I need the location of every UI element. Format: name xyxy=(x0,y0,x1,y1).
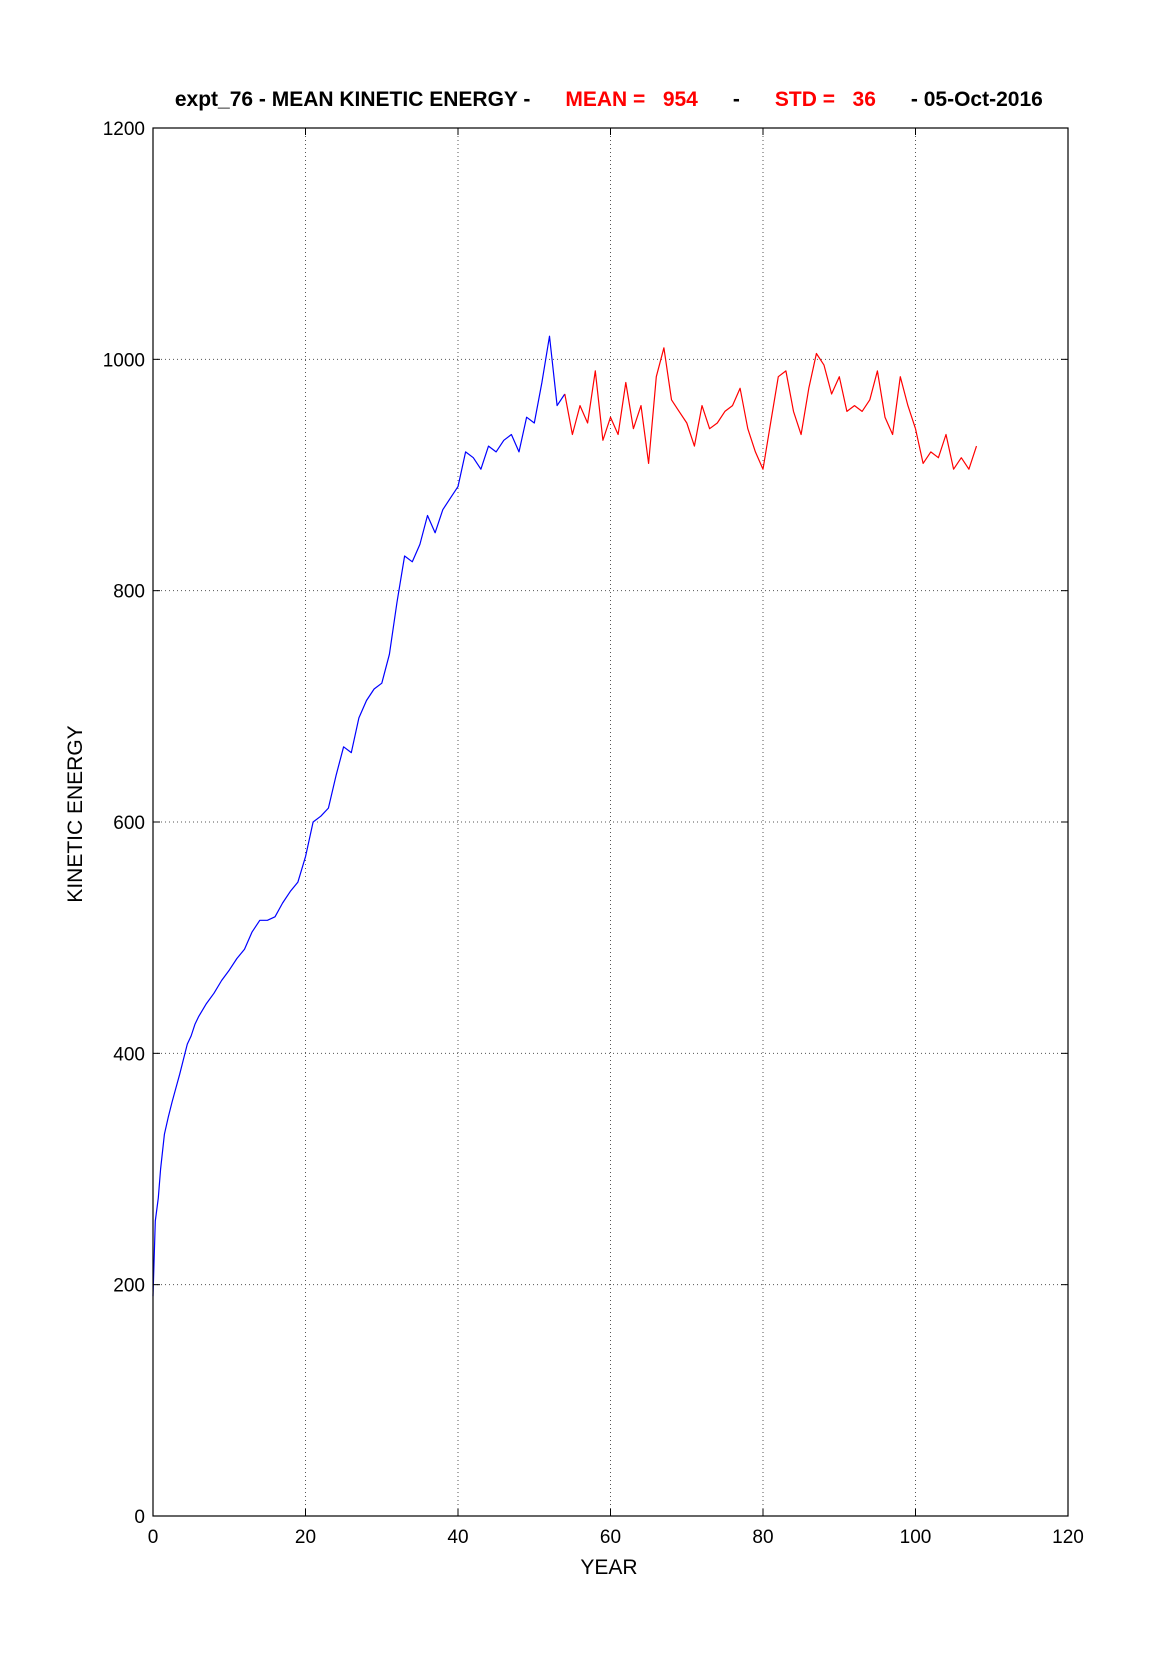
grid-layer xyxy=(153,128,1068,1516)
y-tick-label: 200 xyxy=(113,1276,145,1297)
x-tick-label: 120 xyxy=(1052,1527,1084,1548)
title-part-date: - 05-Oct-2016 xyxy=(905,88,1043,111)
x-tick-label: 80 xyxy=(752,1527,773,1548)
series-line-2 xyxy=(564,347,978,470)
x-tick-label: 20 xyxy=(295,1527,316,1548)
x-tick-label: 60 xyxy=(600,1527,621,1548)
x-axis-label: YEAR xyxy=(580,1556,637,1579)
x-tick-label: 100 xyxy=(900,1527,932,1548)
title-part-mean: MEAN = 954 xyxy=(565,88,698,111)
y-tick-label: 1200 xyxy=(103,119,145,140)
y-tick-label: 800 xyxy=(113,582,145,603)
chart-title: expt_76 - MEAN KINETIC ENERGY - MEAN = 9… xyxy=(146,88,1061,111)
title-part-separator: - xyxy=(727,88,746,111)
y-tick-label: 1000 xyxy=(103,350,145,371)
y-tick-label: 0 xyxy=(134,1507,145,1528)
series-line-1 xyxy=(152,335,566,1297)
title-part-std: STD = 36 xyxy=(775,88,876,111)
series-layer xyxy=(152,335,978,1297)
y-tick-label: 600 xyxy=(113,813,145,834)
x-tick-label: 40 xyxy=(447,1527,468,1548)
title-part-prefix: expt_76 - MEAN KINETIC ENERGY - xyxy=(175,88,536,111)
x-tick-label: 0 xyxy=(148,1527,159,1548)
y-axis-label: KINETIC ENERGY xyxy=(64,725,87,902)
y-tick-label: 400 xyxy=(113,1044,145,1065)
